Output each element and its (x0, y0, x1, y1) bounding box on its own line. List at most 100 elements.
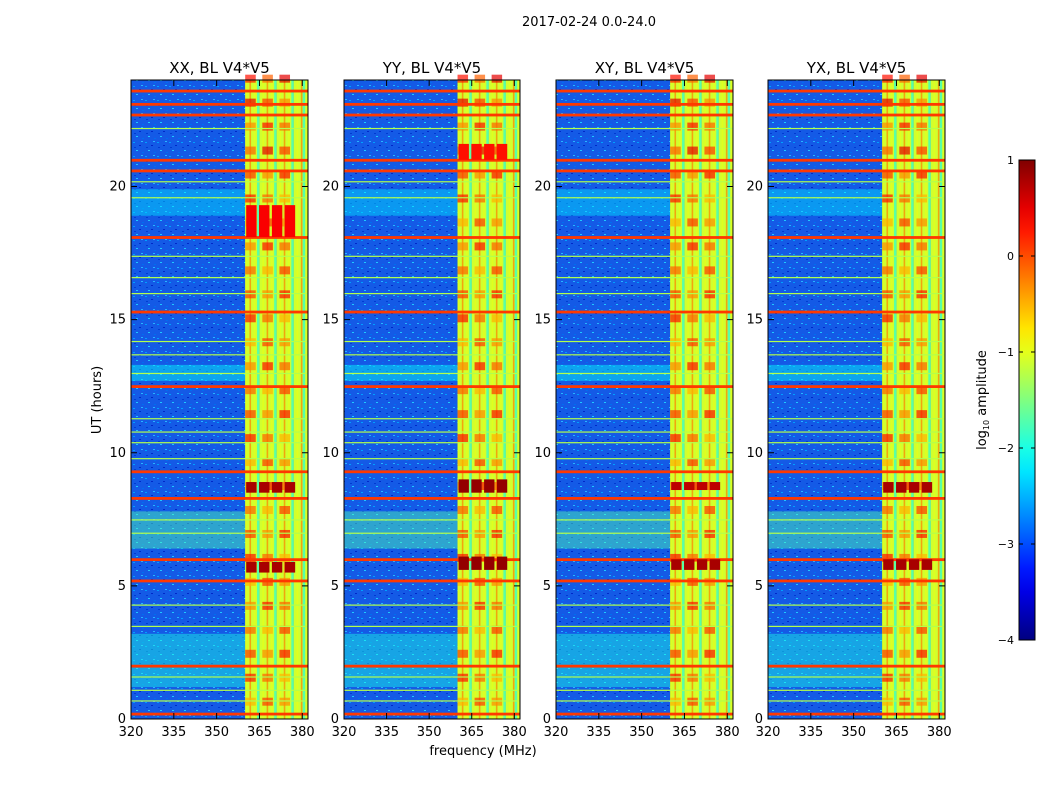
rfi-line-strong (556, 712, 733, 716)
rfi-line-strong (556, 385, 733, 388)
band-blotch (245, 386, 256, 395)
panel-4: YX, BL V4*V5 320 335 350 365 380 0 5 10 15 20 (746, 59, 951, 740)
band-blotch (457, 434, 469, 443)
band-blotch (262, 553, 273, 562)
band-blotch (262, 74, 273, 83)
band-stripe (517, 80, 519, 719)
band-stripe (249, 80, 252, 719)
band-blotch (279, 386, 291, 395)
band-blotch (474, 410, 486, 419)
band-blotch (687, 242, 698, 251)
band-blotch (687, 194, 698, 203)
band-stripe (300, 80, 303, 719)
band-blotch (279, 266, 291, 275)
rfi-line-strong (344, 470, 520, 474)
band-blotch (704, 553, 716, 562)
band-blotch (457, 506, 469, 514)
band-blotch (704, 601, 716, 610)
band-blotch (457, 170, 469, 179)
band-blotch (279, 625, 291, 634)
band-blotch (279, 98, 291, 107)
rfi-line-weak (556, 293, 733, 295)
band-stripe (730, 80, 732, 719)
band-blotch (457, 290, 469, 299)
rfi-line-weak (556, 340, 733, 343)
rfi-line-weak (556, 431, 733, 433)
rfi-line-weak (131, 255, 308, 257)
band-blotch (670, 649, 681, 658)
band-stripe (708, 80, 711, 719)
band-blotch (882, 697, 893, 706)
band-blotch (916, 218, 928, 227)
heatmap-patch (344, 189, 458, 216)
band-blotch (262, 146, 273, 155)
band-blotch (262, 601, 273, 610)
band-blotch (245, 529, 256, 538)
x-tick-label: 350 (417, 725, 442, 740)
rfi-line-weak (131, 372, 308, 375)
rfi-line-weak (131, 354, 308, 356)
band-stripe (903, 80, 906, 719)
bright-block (271, 205, 283, 238)
rfi-line-weak (344, 293, 520, 295)
rfi-line-weak (556, 519, 733, 521)
rfi-line-strong (344, 310, 520, 314)
bright-block (458, 479, 469, 493)
band-blotch (474, 649, 486, 658)
bright-block (284, 561, 296, 573)
band-blotch (262, 434, 273, 443)
rfi-line-strong (344, 158, 520, 162)
rfi-line-weak (131, 604, 308, 606)
channel-column (469, 80, 472, 719)
band-blotch (457, 649, 469, 658)
band-blotch (262, 410, 273, 419)
band-blotch (882, 314, 893, 323)
band-blotch (899, 98, 910, 107)
band-stripe (266, 80, 269, 719)
rfi-line-strong (556, 158, 733, 162)
rfi-line-weak (768, 519, 945, 521)
band-blotch (262, 122, 273, 131)
band-blotch (245, 434, 256, 443)
band-blotch (899, 529, 910, 538)
bright-block (271, 482, 283, 493)
band-blotch (704, 146, 716, 155)
heatmap-patch (131, 633, 246, 688)
band-blotch (704, 386, 716, 395)
band-stripe (296, 80, 299, 719)
rfi-line-strong (344, 89, 520, 93)
band-stripe (695, 80, 698, 719)
channel-column (257, 80, 260, 719)
band-blotch (916, 146, 928, 155)
band-blotch (916, 673, 928, 682)
x-tick-label: 365 (459, 725, 484, 740)
band-blotch (916, 362, 928, 371)
band-blotch (916, 74, 928, 83)
band-blotch (899, 410, 910, 419)
band-blotch (279, 146, 291, 155)
bright-block (471, 143, 482, 160)
y-tick-label: 0 (543, 712, 551, 727)
band-blotch (882, 649, 893, 658)
rfi-line-weak (131, 625, 308, 628)
band-stripe (270, 80, 273, 719)
band-blotch (491, 553, 503, 562)
band-blotch (245, 673, 256, 682)
bright-block (496, 556, 508, 570)
rfi-line-strong (131, 497, 308, 500)
panel-title: YY, BL V4*V5 (382, 59, 481, 77)
rfi-line-weak (344, 418, 520, 420)
band-blotch (899, 697, 910, 706)
band-blotch (704, 266, 716, 275)
band-stripe (457, 80, 460, 719)
colorbar: 1 0 −1 −2 −3 −4 (998, 154, 1036, 647)
rfi-line-weak (131, 197, 308, 199)
rfi-line-strong (556, 664, 733, 668)
band-blotch (457, 697, 469, 706)
band-blotch (687, 122, 698, 131)
band-blotch (491, 170, 503, 179)
bright-block (271, 561, 283, 573)
band-blotch (491, 649, 503, 658)
band-blotch (882, 290, 893, 299)
band-blotch (279, 194, 291, 203)
